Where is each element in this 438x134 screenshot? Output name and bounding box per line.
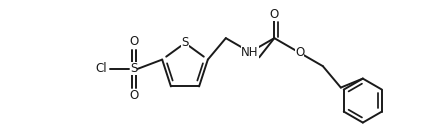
Text: O: O: [295, 46, 304, 59]
Text: O: O: [270, 8, 279, 21]
Text: S: S: [130, 62, 138, 75]
Text: NH: NH: [241, 46, 259, 59]
Text: S: S: [181, 36, 189, 49]
Text: O: O: [129, 89, 138, 102]
Text: O: O: [129, 35, 138, 48]
Text: Cl: Cl: [96, 62, 107, 75]
